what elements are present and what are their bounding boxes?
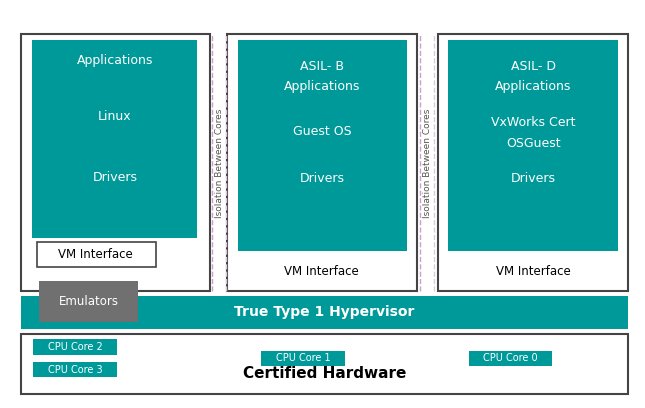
Bar [34, 362, 117, 377]
Bar [438, 34, 628, 291]
Text: CPU Core 1: CPU Core 1 [276, 353, 330, 364]
Bar [228, 34, 417, 291]
Text: Drivers: Drivers [300, 172, 345, 185]
Text: CPU Core 2: CPU Core 2 [48, 342, 103, 352]
Text: Applications: Applications [284, 80, 361, 93]
Bar [32, 40, 197, 238]
Bar [39, 281, 138, 322]
Text: Drivers: Drivers [511, 172, 555, 185]
Text: Isolation Between Cores: Isolation Between Cores [215, 109, 224, 218]
Text: ASIL- B: ASIL- B [301, 60, 344, 73]
Bar [37, 242, 155, 267]
Text: Drivers: Drivers [93, 171, 137, 184]
Bar [34, 339, 117, 355]
Bar [21, 334, 628, 395]
Text: ASIL- D: ASIL- D [511, 60, 555, 73]
Text: Applications: Applications [77, 53, 154, 67]
Text: VxWorks Cert: VxWorks Cert [491, 116, 575, 129]
Bar [448, 40, 618, 251]
Text: Linux: Linux [98, 111, 132, 123]
Text: CPU Core 0: CPU Core 0 [483, 353, 538, 364]
Bar [469, 351, 552, 366]
Bar [21, 295, 628, 329]
Text: VM Interface: VM Interface [59, 248, 133, 261]
Text: Certified Hardware: Certified Hardware [243, 366, 406, 381]
Text: VM Interface: VM Interface [284, 265, 359, 278]
Text: Isolation Between Cores: Isolation Between Cores [422, 109, 432, 218]
Text: CPU Core 3: CPU Core 3 [48, 365, 103, 375]
Text: Emulators: Emulators [59, 295, 119, 308]
Text: Guest OS: Guest OS [293, 124, 352, 137]
Bar [261, 351, 345, 366]
Bar [238, 40, 406, 251]
Bar [21, 34, 210, 291]
Text: True Type 1 Hypervisor: True Type 1 Hypervisor [234, 305, 415, 319]
Text: Applications: Applications [495, 80, 571, 93]
Text: VM Interface: VM Interface [496, 265, 571, 278]
Text: OSGuest: OSGuest [506, 137, 561, 150]
